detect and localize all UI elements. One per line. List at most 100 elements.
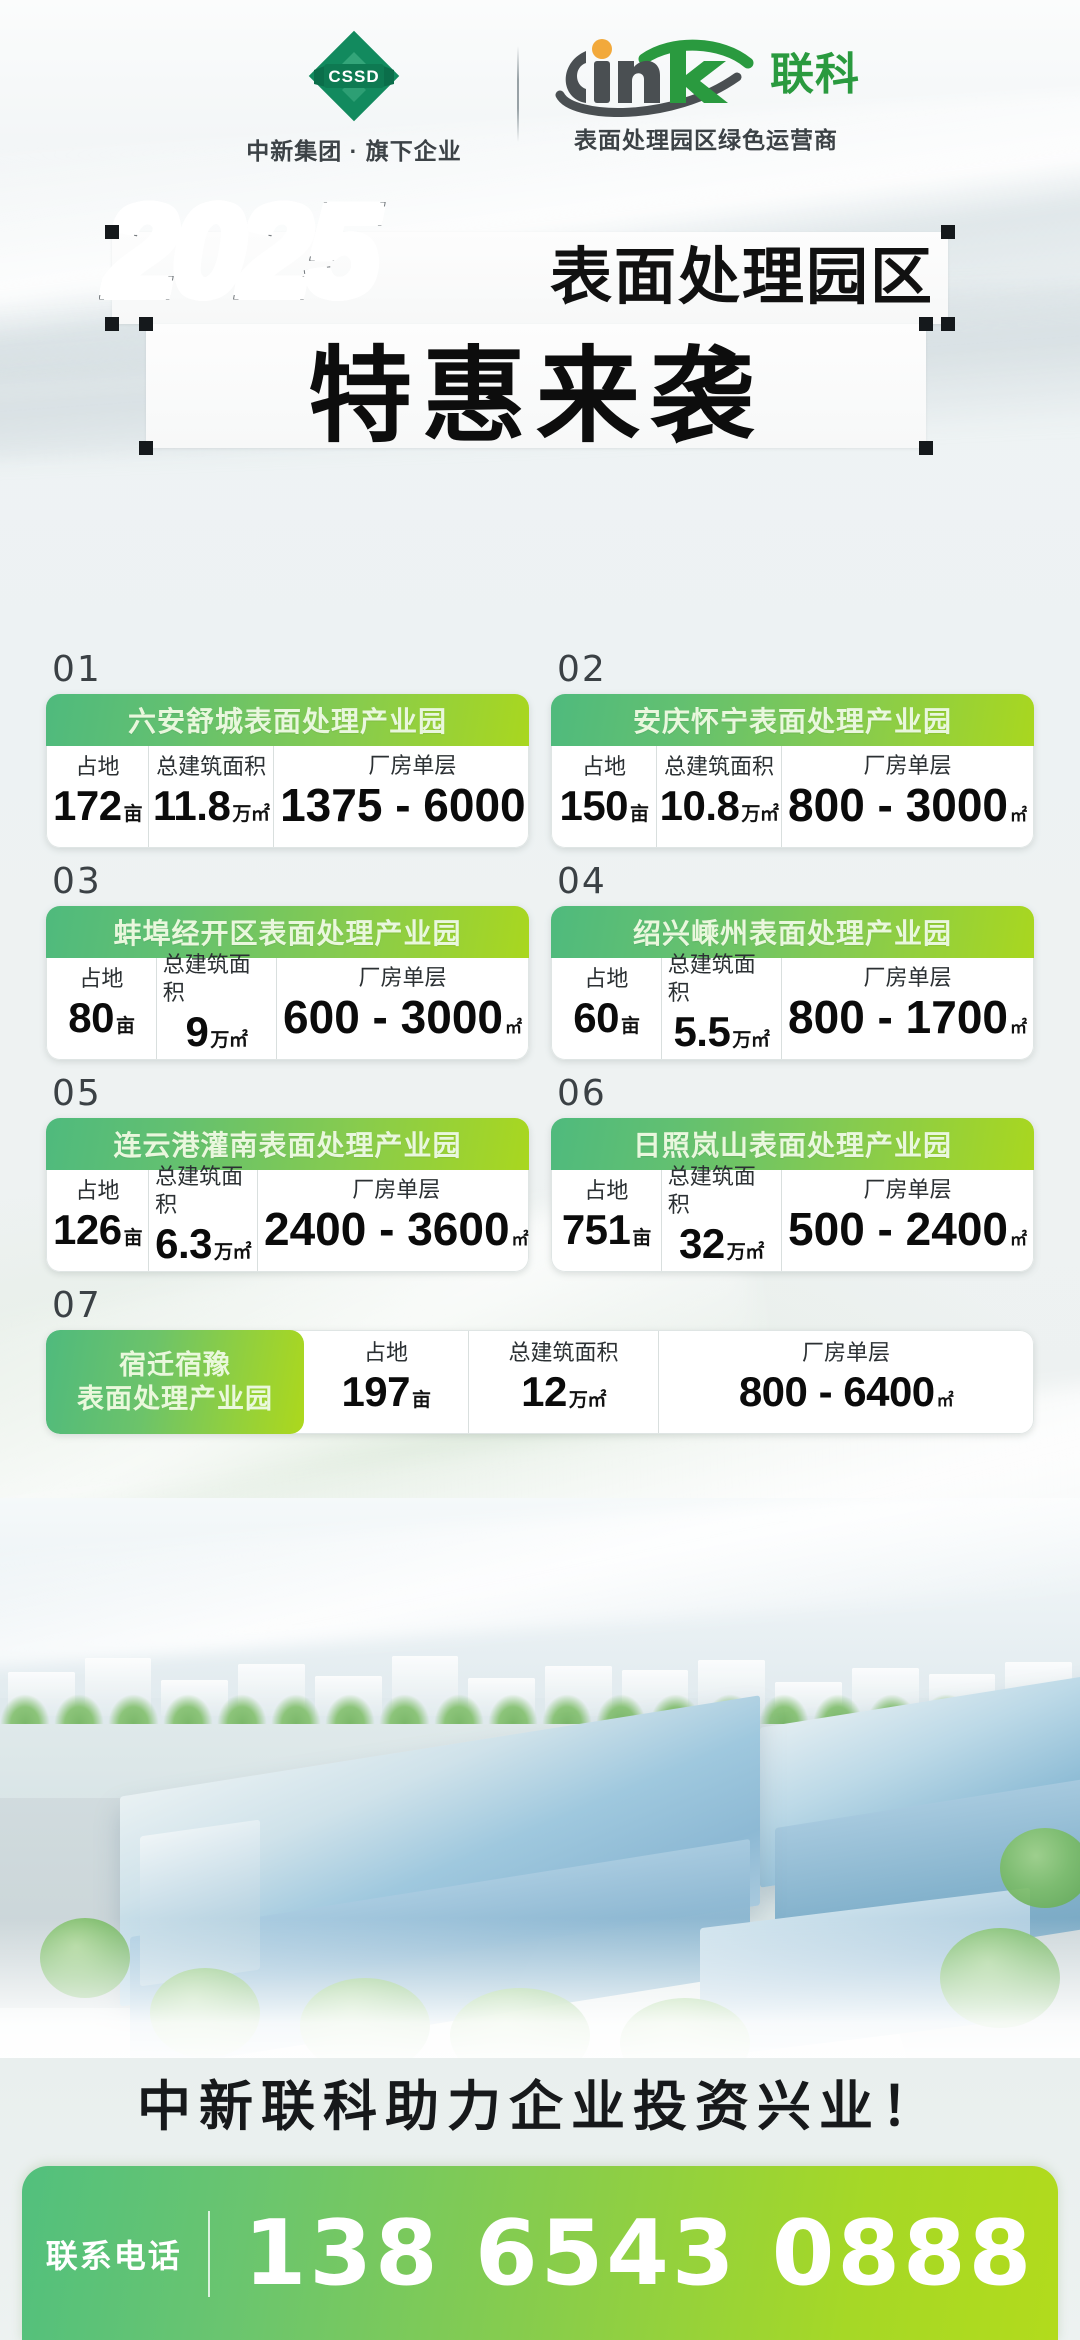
header-divider — [517, 46, 519, 142]
gfa-number: 32 — [679, 1220, 725, 1267]
phone-number[interactable]: 138 6543 0888 — [243, 2201, 1035, 2306]
corner-tick-br — [941, 317, 955, 331]
label-single-floor: 厂房单层 — [368, 753, 457, 778]
gfa-unit: 万㎡ — [232, 804, 270, 825]
park-list: 01 六安舒城表面处理产业园 占地 172 亩总建筑面积 11.8 万㎡ 厂房单层 1375 -… — [46, 650, 1034, 1448]
park-name: 安庆怀宁表面处理产业园 — [551, 694, 1034, 746]
brand-header: CSSD 中新集团 · 旗下企业 联科 表面处理园区绿色运营商 — [0, 30, 1080, 164]
land-number: 172 — [53, 782, 122, 829]
land-cell: 占地 197 亩 — [304, 1331, 469, 1433]
land-cell: 占地 172 亩 — [47, 746, 150, 847]
label-single-floor: 厂房单层 — [801, 1339, 890, 1365]
park-name: 日照岚山表面处理产业园 — [551, 1118, 1034, 1170]
park-grid: 01 六安舒城表面处理产业园 占地 172 亩总建筑面积 11.8 万㎡ 厂房单层 1375 -… — [46, 650, 1034, 1448]
park-name: 蚌埠经开区表面处理产业园 — [46, 906, 529, 958]
land-cell: 占地 126 亩 — [47, 1170, 150, 1271]
phone-label: 联系电话 — [45, 2238, 182, 2274]
land-number: 80 — [68, 994, 114, 1041]
land-value: 80 亩 — [68, 993, 135, 1052]
gfa-value: 10.8 万㎡ — [660, 781, 779, 840]
park-index: 03 — [52, 861, 102, 902]
label-single-floor: 厂房单层 — [352, 1177, 441, 1202]
corner-tick2-br — [919, 441, 933, 455]
link-caption: 表面处理园区绿色运营商 — [574, 127, 838, 153]
park-card-body: 日照岚山表面处理产业园 占地 751 亩总建筑面积 32 万㎡ 厂房单层 500 - 2400… — [551, 1118, 1034, 1272]
headline-block: 2025 2025 2025 表面处理园区 特惠来袭 — [0, 183, 1080, 455]
gfa-number: 6.3 — [155, 1220, 212, 1267]
gfa-cell: 总建筑面积 6.3 万㎡ — [149, 1164, 258, 1272]
label-single-floor: 厂房单层 — [863, 965, 952, 990]
land-number: 197 — [341, 1367, 411, 1415]
single-floor-value: 600 - 3000 ㎡ — [283, 992, 522, 1053]
park-card-body: 六安舒城表面处理产业园 占地 172 亩总建筑面积 11.8 万㎡ 厂房单层 1375 - 6… — [46, 694, 529, 848]
headline-row-2: 特惠来袭 — [139, 317, 933, 455]
park-name-line2: 表面处理产业园 — [77, 1384, 273, 1414]
park-metrics: 占地 150 亩总建筑面积 10.8 万㎡ 厂房单层 800 - 3000 ㎡ — [551, 746, 1034, 848]
land-value: 60 亩 — [573, 993, 640, 1052]
headline-band-2 — [146, 324, 926, 448]
tree-cluster-7 — [1000, 1828, 1080, 1908]
headline-subtitle: 表面处理园区 — [549, 243, 934, 312]
gfa-cell: 总建筑面积 12 万㎡ — [469, 1331, 659, 1433]
land-number: 150 — [559, 782, 629, 829]
headline-band-1 — [112, 232, 948, 324]
park-index: 04 — [557, 861, 607, 902]
land-value: 751 亩 — [561, 1205, 652, 1264]
gfa-cell: 总建筑面积 9 万㎡ — [157, 952, 278, 1059]
single-floor-number: 800 - 1700 — [788, 991, 1008, 1043]
gfa-unit: 万㎡ — [210, 1030, 248, 1051]
single-floor-unit: ㎡ — [1010, 806, 1027, 825]
park-name: 连云港灌南表面处理产业园 — [46, 1118, 529, 1170]
label-single-floor: 厂房单层 — [863, 1177, 952, 1202]
corner-tick-tr — [941, 225, 955, 239]
park-index: 05 — [52, 1073, 102, 1114]
park-card-04: 04 绍兴嵊州表面处理产业园 占地 60 亩总建筑面积 5.5 万㎡ 厂房单层 800 - 17… — [551, 862, 1034, 1060]
park-card-body: 绍兴嵊州表面处理产业园 占地 60 亩总建筑面积 5.5 万㎡ 厂房单层 800 - 1700… — [551, 906, 1034, 1060]
label-land: 占地 — [363, 1339, 408, 1365]
park-metrics: 占地 751 亩总建筑面积 32 万㎡ 厂房单层 500 - 2400 ㎡ — [551, 1164, 1034, 1272]
corner-tick-bl — [105, 317, 119, 331]
single-floor-unit: ㎡ — [936, 1390, 954, 1410]
single-floor-cell: 厂房单层 2400 - 3600 ㎡ — [258, 1170, 529, 1271]
cssd-logo-block: CSSD 中新集团 · 旗下企业 — [209, 22, 499, 166]
gfa-unit: 万㎡ — [732, 1030, 770, 1051]
park-card-body: 宿迁宿豫 表面处理产业园 占地 197 亩总建筑面积 12 万㎡ 厂房单层 800 - 6400… — [46, 1330, 1034, 1434]
single-floor-value: 800 - 1700 ㎡ — [788, 992, 1027, 1053]
gfa-number: 5.5 — [673, 1008, 731, 1055]
gfa-value: 6.3 万㎡ — [155, 1219, 251, 1272]
label-gfa: 总建筑面积 — [667, 1164, 756, 1217]
single-floor-number: 500 - 2400 — [788, 1203, 1008, 1255]
gfa-unit: 万㎡ — [213, 1242, 252, 1263]
cssd-caption: 中新集团 · 旗下企业 — [246, 138, 462, 164]
park-metrics: 占地 126 亩总建筑面积 6.3 万㎡ 厂房单层 2400 - 3600 ㎡ — [46, 1164, 529, 1272]
link-swoosh-icon: 联科 — [552, 33, 860, 117]
single-floor-unit: ㎡ — [1010, 1018, 1027, 1037]
label-gfa: 总建筑面积 — [156, 754, 267, 779]
label-land: 占地 — [582, 754, 627, 779]
land-unit: 亩 — [630, 804, 649, 825]
single-floor-unit: ㎡ — [505, 1018, 522, 1037]
gfa-value: 12 万㎡ — [521, 1367, 606, 1426]
link-logo-block: 联科 表面处理园区绿色运营商 — [541, 33, 871, 155]
footer-divider — [207, 2211, 210, 2297]
park-name: 绍兴嵊州表面处理产业园 — [551, 906, 1034, 958]
label-gfa: 总建筑面积 — [508, 1339, 619, 1365]
single-floor-value: 800 - 3000 ㎡ — [788, 780, 1027, 841]
park-index: 06 — [557, 1073, 607, 1114]
headline-row-1: 2025 2025 2025 表面处理园区 — [102, 183, 955, 331]
gfa-cell: 总建筑面积 11.8 万㎡ — [149, 746, 275, 847]
park-card-06: 06 日照岚山表面处理产业园 占地 751 亩总建筑面积 32 万㎡ 厂房单层 500 - 24… — [551, 1074, 1034, 1272]
label-gfa: 总建筑面积 — [155, 1164, 244, 1217]
land-number: 751 — [561, 1206, 631, 1253]
park-name: 六安舒城表面处理产业园 — [46, 694, 529, 746]
park-card-07: 07 宿迁宿豫 表面处理产业园 占地 197 亩总建筑面积 12 万㎡ 厂房单层 800 - 64… — [46, 1286, 1034, 1434]
slogan-text: 中新联科助力企业投资兴业！ — [137, 2076, 943, 2137]
single-floor-cell: 厂房单层 500 - 2400 ㎡ — [782, 1170, 1033, 1271]
contact-footer[interactable]: 联系电话 138 6543 0888 — [22, 2166, 1058, 2340]
gfa-unit: 万㎡ — [741, 804, 779, 825]
single-floor-number: 2400 - 3600 — [264, 1203, 510, 1255]
park-index: 01 — [52, 649, 102, 690]
link-wordmark-cn: 联科 — [770, 50, 860, 99]
